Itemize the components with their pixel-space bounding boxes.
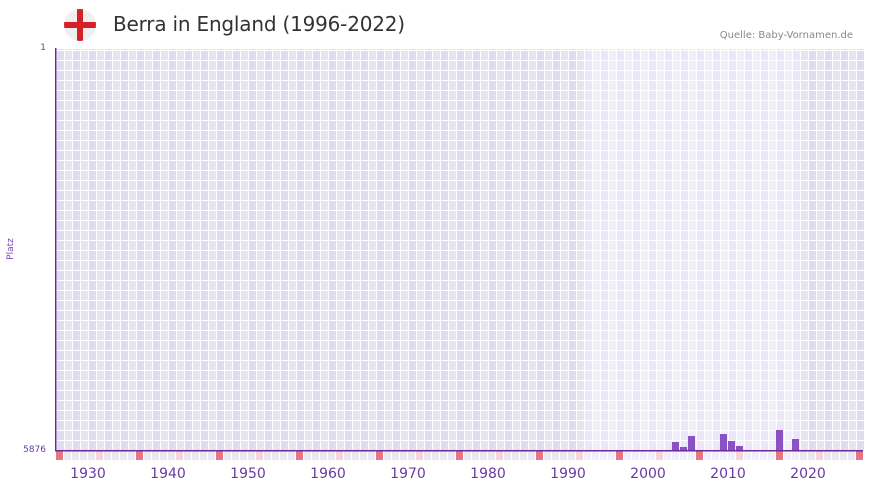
decade-marker [616,451,623,460]
decade-marker [776,451,783,460]
decade-marker [576,451,583,460]
source-label: Quelle: Baby-Vornamen.de [719,30,853,41]
y-axis-line [55,48,57,451]
decade-marker [56,451,63,460]
bar-2020 [792,439,799,450]
decade-marker [736,451,743,460]
decade-marker [456,451,463,460]
x-tick-label: 1930 [70,466,106,482]
decade-marker [296,451,303,460]
decade-marker [336,451,343,460]
x-axis-line [55,450,863,452]
decade-marker [856,451,863,460]
decade-marker [176,451,183,460]
decade-marker [256,451,263,460]
bar-2013 [736,446,743,450]
x-tick-label: 1990 [550,466,586,482]
bar-2012 [728,441,735,450]
decade-marker [136,451,143,460]
y-axis-top-label: 1 [40,43,46,53]
x-tick-label: 2010 [710,466,746,482]
decade-marker [416,451,423,460]
bar-2007 [688,436,695,450]
decade-marker [496,451,503,460]
decade-marker [696,451,703,460]
decade-marker [376,451,383,460]
y-axis-bottom-label: 5876 [23,445,46,455]
decade-marker [816,451,823,460]
x-tick-label: 2020 [790,466,826,482]
x-tick-label: 1970 [390,466,426,482]
bar-2005 [672,442,679,450]
decade-marker [96,451,103,460]
england-flag-icon [64,9,96,41]
decade-marker [536,451,543,460]
decade-marker [216,451,223,460]
chart-title: Berra in England (1996-2022) [113,12,405,36]
x-tick-label: 1940 [150,466,186,482]
x-tick-label: 2000 [630,466,666,482]
x-tick-label: 1960 [310,466,346,482]
decade-marker [656,451,663,460]
bar-2006 [680,447,687,450]
bar-2011 [720,434,727,450]
bar-2018 [776,430,783,450]
x-tick-label: 1980 [470,466,506,482]
x-tick-label: 1950 [230,466,266,482]
